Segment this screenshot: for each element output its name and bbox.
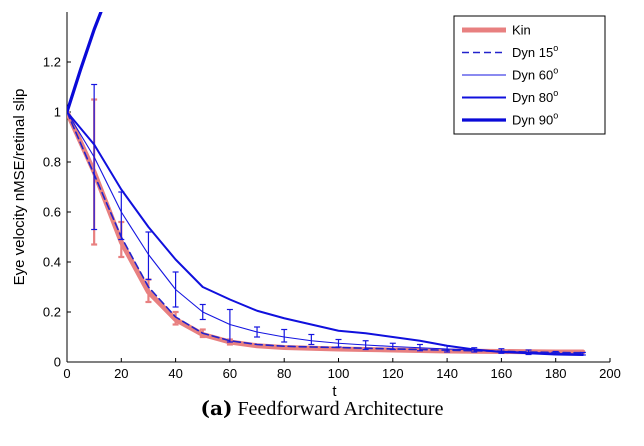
legend-label-dyn-90: Dyn 90o <box>512 111 558 128</box>
series-layer <box>67 12 586 356</box>
x-tick-label: 0 <box>63 366 70 381</box>
x-tick-label: 140 <box>436 366 458 381</box>
figure-caption: (a) Feedforward Architecture <box>0 396 644 421</box>
legend-label-dyn-80: Dyn 80o <box>512 88 558 105</box>
caption-prefix: (a) <box>200 396 233 420</box>
series-line-dyn-60 <box>67 111 584 355</box>
x-tick-label: 160 <box>491 366 513 381</box>
plot-area <box>67 12 586 356</box>
y-tick-label: 0 <box>54 355 61 370</box>
series-line-kin <box>67 109 586 355</box>
legend-label-dyn-60: Dyn 60o <box>512 66 558 83</box>
y-tick-label: 1.2 <box>43 55 61 70</box>
x-tick-label: 120 <box>382 366 404 381</box>
legend: Kin Dyn 15o Dyn 60o Dyn 80o Dyn 90o <box>453 15 606 135</box>
x-tick-label: 20 <box>114 366 128 381</box>
y-tick-label: 0.4 <box>43 255 61 270</box>
y-tick-label: 0.8 <box>43 155 61 170</box>
legend-label-kin: Kin <box>512 23 531 38</box>
x-tick-label: 60 <box>223 366 237 381</box>
caption-text: Feedforward Architecture <box>237 398 444 420</box>
y-axis-label: Eye velocity nMSE/retinal slip <box>11 89 28 286</box>
x-tick-label: 80 <box>277 366 291 381</box>
x-tick-label: 40 <box>168 366 182 381</box>
x-tick-label: 100 <box>328 366 350 381</box>
line-chart: 0 20 40 60 80 100 120 140 160 180 200 0 0.2 0.4 0.6 0.8… <box>11 12 621 400</box>
y-tick-label: 1 <box>54 105 61 120</box>
axes: 0 20 40 60 80 100 120 140 160 180 200 0 0.2 0.4 0.6 0.8… <box>43 12 621 381</box>
x-tick-label: 180 <box>545 366 567 381</box>
y-tick-label: 0.6 <box>43 205 61 220</box>
y-tick-label: 0.2 <box>43 305 61 320</box>
series-line-dyn-80 <box>67 111 584 356</box>
series-line-dyn-90 <box>67 12 103 114</box>
series-line-dyn-15 <box>67 111 584 354</box>
x-axis-label: t <box>332 383 337 400</box>
legend-label-dyn-15: Dyn 15o <box>512 43 558 60</box>
x-tick-label: 200 <box>599 366 621 381</box>
